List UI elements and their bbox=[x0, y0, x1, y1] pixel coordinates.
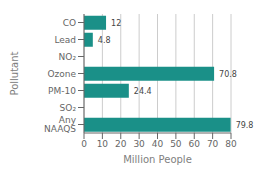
svg-text:20: 20 bbox=[115, 139, 127, 149]
svg-text:50: 50 bbox=[170, 139, 182, 149]
svg-text:70.8: 70.8 bbox=[219, 70, 237, 79]
svg-text:4.8: 4.8 bbox=[98, 36, 111, 45]
svg-text:SO₂: SO₂ bbox=[60, 103, 77, 113]
svg-text:60: 60 bbox=[189, 139, 201, 149]
svg-text:80: 80 bbox=[225, 139, 237, 149]
svg-text:40: 40 bbox=[152, 139, 164, 149]
svg-text:70: 70 bbox=[207, 139, 219, 149]
svg-text:30: 30 bbox=[133, 139, 145, 149]
svg-text:24.4: 24.4 bbox=[134, 87, 152, 96]
svg-text:10: 10 bbox=[97, 139, 109, 149]
svg-text:Pollutant: Pollutant bbox=[9, 51, 20, 95]
svg-text:PM-10: PM-10 bbox=[48, 86, 76, 96]
svg-text:79.8: 79.8 bbox=[236, 121, 254, 130]
svg-text:Million People: Million People bbox=[123, 154, 192, 165]
svg-text:12: 12 bbox=[111, 19, 121, 28]
svg-text:AnyNAAQS: AnyNAAQS bbox=[44, 115, 77, 134]
svg-text:CO: CO bbox=[63, 18, 76, 28]
svg-text:Lead: Lead bbox=[54, 35, 76, 45]
svg-text:0: 0 bbox=[81, 139, 87, 149]
svg-text:Ozone: Ozone bbox=[47, 69, 76, 79]
svg-text:NO₂: NO₂ bbox=[59, 52, 77, 62]
